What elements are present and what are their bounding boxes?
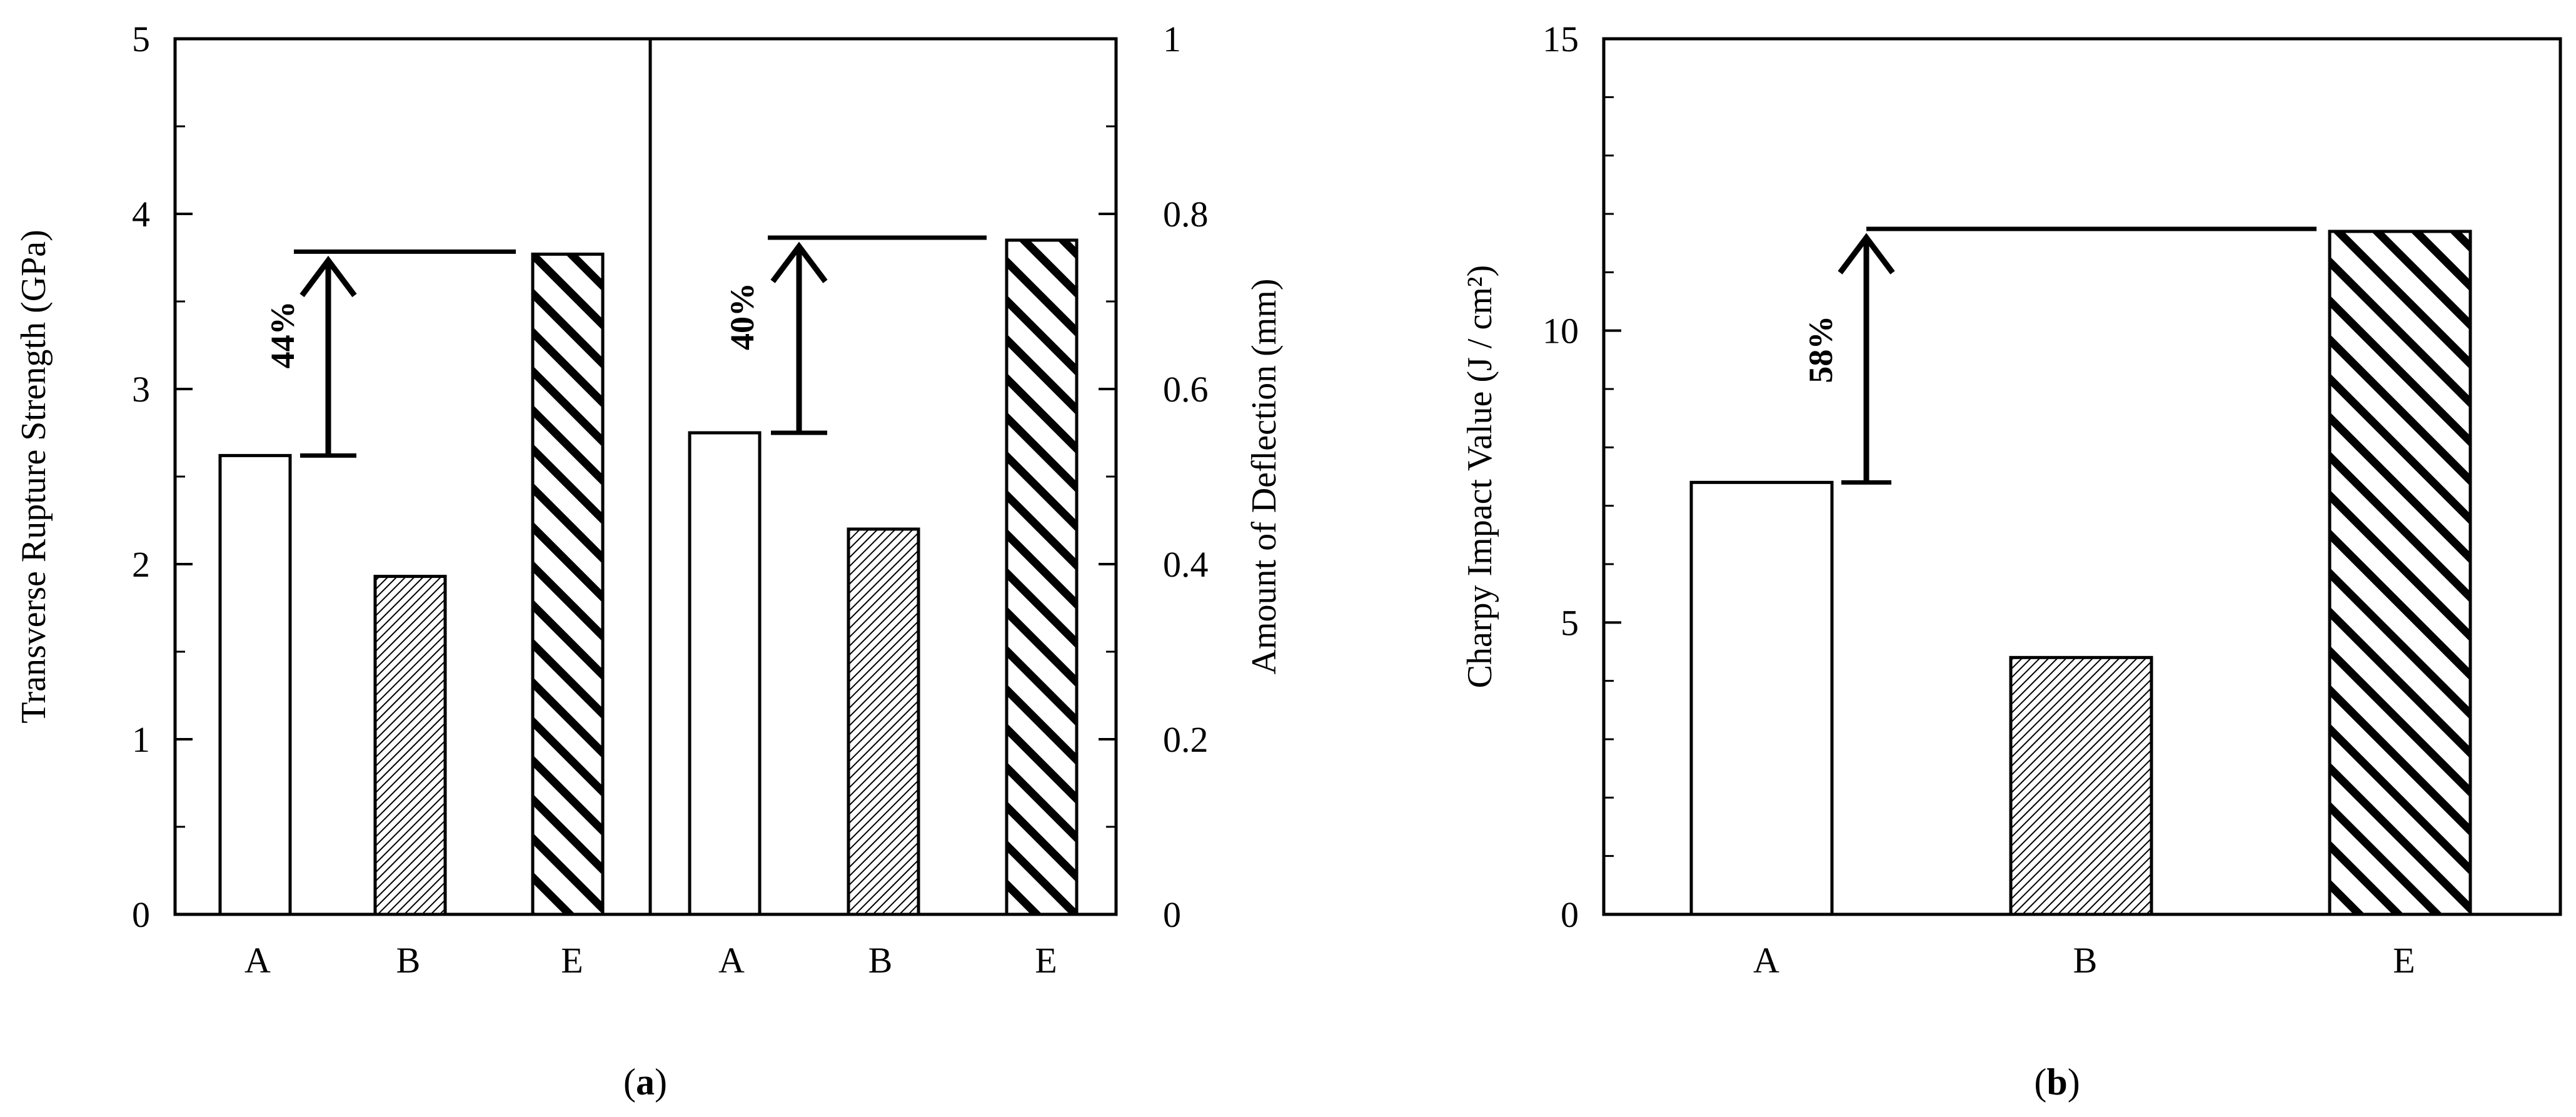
bars xyxy=(218,230,2472,916)
tick-labels: 0 1 2 3 4 5 A B E 0 0.2 0.4 0.6 0.8 1 A B E 0 5 10 15 A B E xyxy=(132,19,2415,981)
a-right-ytick-label: 0.4 xyxy=(1163,544,1209,585)
a-left-ytick-label: 5 xyxy=(132,19,150,59)
b-xtick-label: A xyxy=(1753,940,1779,981)
a-left-ytick-label: 1 xyxy=(132,719,150,760)
tick-marks xyxy=(175,96,1621,857)
a-right-ylabel: Amount of Deflection (mm) xyxy=(1245,279,1284,675)
b-xtick-label: E xyxy=(2393,940,2415,981)
a-right-ytick-label: 0.6 xyxy=(1163,369,1209,410)
a-right-ytick-label: 0.2 xyxy=(1163,719,1209,760)
a-left-bar-A xyxy=(218,453,292,916)
a-right-ytick-label: 0 xyxy=(1163,894,1181,935)
b-bar-E xyxy=(2328,230,2472,916)
a-left-bar-B xyxy=(373,575,447,916)
panel-label-b: (b) xyxy=(2034,1061,2080,1103)
b-ylabel: Charpy Impact Value (J / cm²) xyxy=(1461,265,1499,689)
a-right-bar-A xyxy=(688,431,762,916)
a-right-xtick-label: E xyxy=(1035,940,1057,981)
a-right-percent-label: 40% xyxy=(723,283,761,350)
panel-label-a: (a) xyxy=(623,1061,667,1103)
a-left-percent-label: 44% xyxy=(264,301,301,368)
b-percent-label: 58% xyxy=(1802,316,1839,383)
a-left-ytick-label: 3 xyxy=(132,369,150,410)
a-left-ytick-label: 0 xyxy=(132,894,150,935)
a-right-bar-E xyxy=(1005,238,1079,916)
a-left-arrow-head xyxy=(299,255,357,298)
b-arrow-head xyxy=(1838,233,1895,275)
a-left-bar-E xyxy=(531,252,605,916)
a-left-ytick-label: 2 xyxy=(132,544,150,585)
b-ytick-label: 0 xyxy=(1561,894,1579,935)
a-left-xtick-label: A xyxy=(244,940,271,981)
b-ytick-label: 5 xyxy=(1561,602,1579,643)
b-ytick-label: 10 xyxy=(1542,311,1579,351)
a-right-ytick-label: 0.8 xyxy=(1163,194,1209,235)
a-left-ylabel: Transverse Rupture Strength (GPa) xyxy=(14,230,53,724)
panel-a-frame xyxy=(173,37,1118,916)
b-xtick-label: B xyxy=(2073,940,2098,981)
a-right-ytick-label: 1 xyxy=(1163,19,1181,59)
a-right-bar-B xyxy=(847,527,920,916)
a-right-arrow-head xyxy=(770,241,828,283)
a-left-xtick-label: B xyxy=(396,940,421,981)
b-bar-B xyxy=(2009,655,2153,916)
annotations: 44% 40% 58% xyxy=(264,226,2317,485)
a-left-xtick-label: E xyxy=(561,940,583,981)
a-right-xtick-label: A xyxy=(718,940,745,981)
b-bar-A xyxy=(1689,480,1834,916)
b-ytick-label: 15 xyxy=(1542,19,1579,59)
a-left-ytick-label: 4 xyxy=(132,194,150,235)
a-right-xtick-label: B xyxy=(868,940,893,981)
